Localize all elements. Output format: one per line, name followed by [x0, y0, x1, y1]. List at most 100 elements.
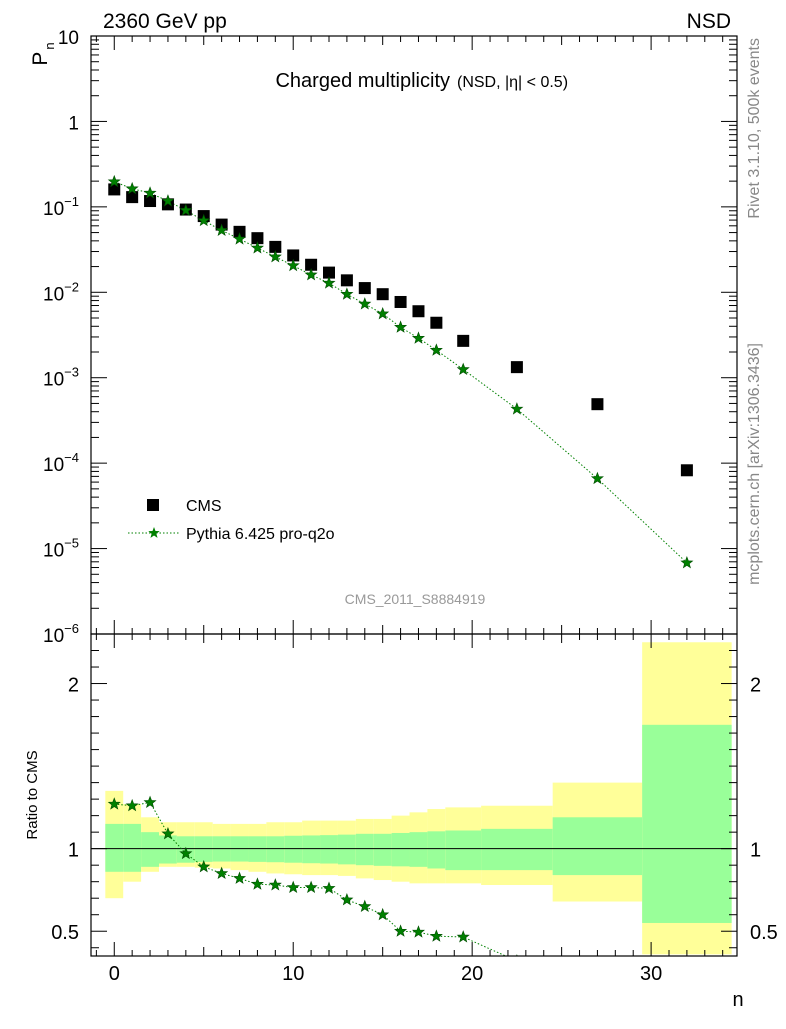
pythia-point — [429, 343, 443, 356]
main-ytick-exp: −3 — [64, 365, 79, 380]
ratio-ytick-label: 1 — [68, 840, 79, 862]
pythia-point — [590, 471, 604, 485]
main-ytick-exp: −6 — [64, 621, 79, 636]
main-ytick-base: 1 — [68, 113, 79, 134]
main-ytick-base: 10 — [43, 455, 64, 476]
ratio-pythia-point — [358, 899, 372, 913]
cms-point — [305, 258, 318, 271]
stat-band — [105, 823, 124, 872]
pythia-point — [197, 213, 211, 227]
xtick-label: 20 — [461, 963, 483, 985]
stat-band — [642, 724, 732, 923]
main-ytick-label: 10−2 — [43, 279, 79, 305]
cms-point — [287, 249, 300, 262]
mcplots-label: mcplots.cern.ch [arXiv:1306.3436] — [746, 343, 763, 585]
pythia-point — [250, 241, 264, 254]
cms-point — [108, 183, 121, 196]
stat-band — [159, 835, 177, 864]
main-ytick-base: 10 — [43, 626, 64, 647]
pythia-point — [161, 194, 175, 207]
cms-point — [412, 305, 425, 318]
ratio-pythia-point — [143, 795, 157, 808]
stat-band — [355, 833, 374, 866]
main-ytick-label: 10−1 — [43, 194, 79, 220]
ratio-pythia-point — [376, 907, 390, 921]
stat-band — [123, 823, 142, 872]
pythia-point — [304, 267, 318, 281]
xtick-label: 30 — [640, 963, 662, 985]
pythia-point — [322, 276, 336, 289]
ratio-pythia-point — [197, 859, 211, 873]
main-ytick-label: 10 — [58, 28, 79, 49]
stat-band — [427, 831, 446, 869]
analysis-watermark: CMS_2011_S8884919 — [345, 591, 486, 607]
pythia-point — [107, 174, 121, 188]
stat-band — [266, 836, 285, 863]
main-ytick-base: 10 — [43, 284, 64, 305]
ratio-ytick-label: 0.5 — [51, 922, 79, 944]
stat-band — [284, 835, 303, 863]
ratio-pythia-point — [161, 826, 175, 840]
stat-band — [445, 830, 482, 871]
main-ytick-exp: −4 — [64, 450, 79, 465]
ratio-data-layer — [107, 795, 518, 956]
pythia-point — [143, 186, 157, 199]
ratio-pythia-point — [250, 877, 264, 890]
pythia-point — [340, 287, 354, 300]
legend-label-pythia: Pythia 6.425 pro-q2o — [186, 526, 335, 543]
main-data-layer — [107, 174, 694, 569]
pythia-point — [358, 297, 372, 310]
main-ytick-base: 10 — [43, 199, 64, 220]
main-ytick-label: 10−4 — [43, 450, 79, 476]
main-ytick-exp: −2 — [64, 279, 79, 294]
main-ytick-label: 1 — [68, 113, 79, 134]
cms-point — [251, 232, 264, 245]
ratio-plot-frame — [90, 633, 738, 957]
legend-marker-cms — [147, 499, 159, 511]
main-ytick-exp: −1 — [64, 194, 79, 209]
main-plot-frame — [90, 35, 738, 635]
pythia-point — [680, 556, 694, 569]
main-ylabel: Pn — [29, 42, 57, 65]
ratio-pythia-point — [233, 871, 247, 884]
ratio-pythia-point — [125, 798, 139, 812]
stat-band — [141, 832, 159, 867]
cms-point — [457, 334, 470, 347]
pythia-point — [411, 331, 425, 344]
stat-band — [481, 828, 553, 871]
xtick-label: 0 — [109, 963, 120, 985]
main-panel: Charged multiplicity (NSD, |η| < 0.5) CM… — [29, 28, 738, 647]
ratio-ytick-label-right: 2 — [750, 675, 761, 697]
ratio-pythia-point — [268, 878, 282, 891]
ratio-pythia-point — [456, 930, 470, 943]
ratio-pythia-point — [340, 893, 354, 906]
xtick-label: 10 — [282, 963, 304, 985]
cms-point — [323, 266, 335, 279]
stat-band — [552, 817, 643, 876]
ratio-pythia-point — [286, 880, 300, 894]
ratio-pythia-point — [215, 866, 229, 879]
ratio-panel: 0.5 0.51 12 20 10 20 30 Ratio to CMS n — [24, 633, 778, 1011]
stat-band — [320, 835, 338, 864]
chart-title: Charged multiplicity — [275, 70, 450, 92]
legend-label-cms: CMS — [186, 498, 222, 515]
cms-point — [126, 191, 139, 204]
main-ytick-label: 10−6 — [43, 621, 79, 647]
cms-point — [430, 316, 443, 329]
pythia-point — [125, 181, 139, 195]
ratio-pythia-point — [411, 925, 425, 938]
rivet-label: Rivet 3.1.10, 500k events — [746, 38, 763, 219]
ratio-pythia-point — [304, 880, 318, 894]
pythia-point — [268, 249, 282, 263]
ratio-pythia-point — [107, 797, 121, 810]
main-ytick-label: 10−3 — [43, 365, 79, 391]
ratio-axis-ticks: 0.5 0.51 12 20 10 20 30 — [51, 634, 778, 985]
uncertainty-bands — [91, 642, 737, 955]
main-ytick-base: 10 — [43, 541, 64, 562]
header-right: NSD — [687, 10, 731, 33]
ratio-ytick-label: 2 — [68, 675, 79, 697]
pythia-point — [286, 258, 300, 272]
